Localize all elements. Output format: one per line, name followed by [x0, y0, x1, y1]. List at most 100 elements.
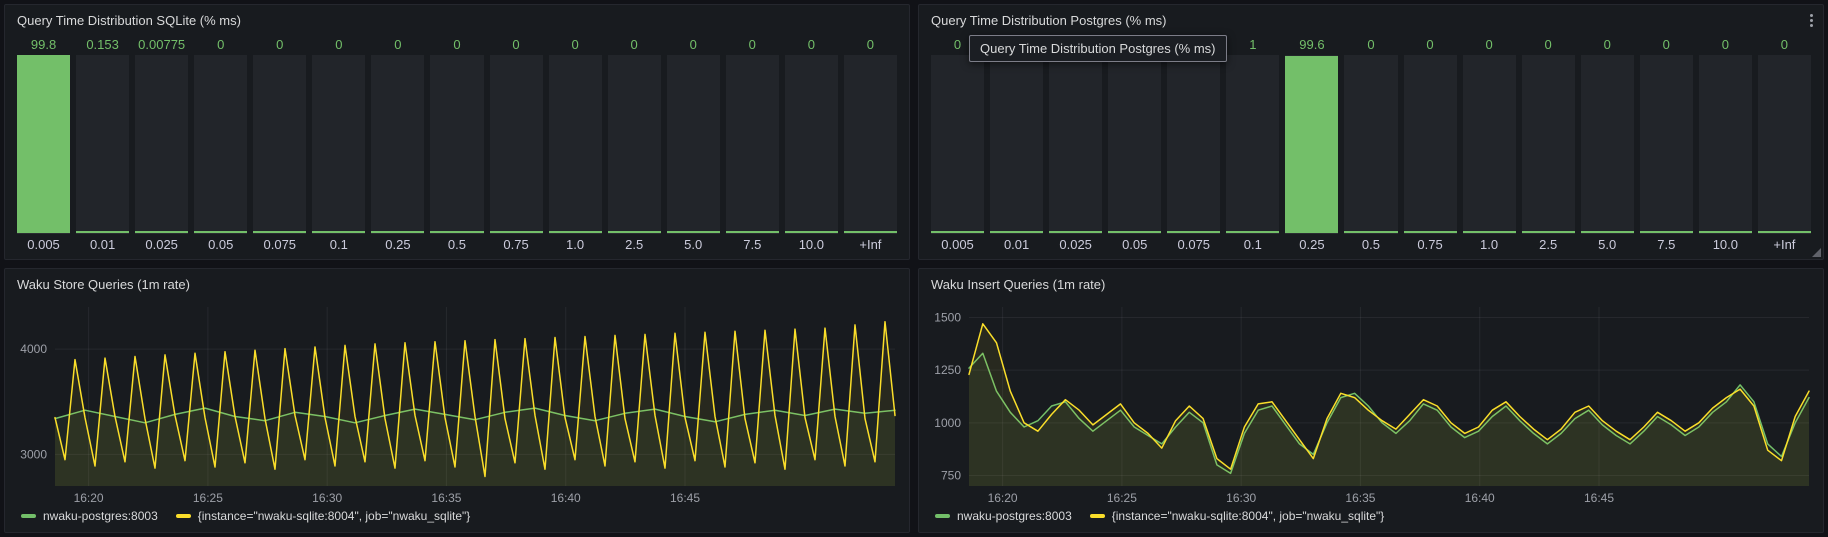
svg-text:16:45: 16:45 — [1584, 491, 1614, 505]
svg-text:16:40: 16:40 — [551, 491, 581, 505]
insert-queries-chart[interactable]: 750 1000 1250 1500 16:20 16:25 16:30 16:35 16:40… — [923, 299, 1819, 506]
bar-x-label: 0.5 — [430, 233, 484, 255]
svg-text:16:30: 16:30 — [1226, 491, 1256, 505]
bar-fill — [312, 231, 366, 233]
panel-title-postgres[interactable]: Query Time Distribution Postgres (% ms) — [931, 12, 1167, 28]
bar-track — [1639, 55, 1693, 233]
svg-text:16:45: 16:45 — [670, 491, 700, 505]
hist-column: 0 0.05 — [194, 37, 248, 255]
svg-text:3000: 3000 — [20, 447, 47, 461]
svg-text:4000: 4000 — [20, 342, 47, 356]
bar-fill — [1344, 231, 1398, 233]
bar-fill — [725, 231, 779, 233]
bar-value-label: 99.8 — [30, 37, 57, 52]
legend-item-sqlite[interactable]: {instance="nwaku-sqlite:8004", job="nwak… — [1089, 509, 1384, 523]
bar-x-label: 0.01 — [76, 233, 130, 255]
panel-header-postgres: Query Time Distribution Postgres (% ms) — [919, 5, 1823, 35]
bar-fill — [1226, 231, 1280, 233]
hist-column: 0 0.75 — [489, 37, 543, 255]
panel-header-sqlite: Query Time Distribution SQLite (% ms) — [5, 5, 909, 35]
hist-column: 0 0.5 — [430, 37, 484, 255]
svg-text:16:25: 16:25 — [193, 491, 223, 505]
bar-x-label: 1.0 — [1462, 233, 1516, 255]
bar-x-label: 0.75 — [1403, 233, 1457, 255]
bar-x-label: 0.05 — [1108, 233, 1162, 255]
panel-menu-icon[interactable] — [1810, 14, 1813, 17]
bar-track — [1698, 55, 1752, 233]
bar-value-label: 0 — [1603, 37, 1611, 52]
hist-column: 0.075 — [1167, 37, 1221, 255]
bar-x-label: 0.025 — [1049, 233, 1103, 255]
bar-x-label: 5.0 — [1580, 233, 1634, 255]
bar-track — [17, 55, 71, 233]
svg-text:1000: 1000 — [934, 416, 961, 430]
hist-column: 0 5.0 — [666, 37, 720, 255]
bar-x-label: 2.5 — [607, 233, 661, 255]
bar-x-label: 0.75 — [489, 233, 543, 255]
bar-value-label: 0 — [1721, 37, 1729, 52]
hist-column: 0 0.075 — [253, 37, 307, 255]
legend-item-sqlite[interactable]: {instance="nwaku-sqlite:8004", job="nwak… — [175, 509, 471, 523]
bar-value-label: 0 — [748, 37, 756, 52]
bar-fill — [1462, 231, 1516, 233]
bar-fill — [76, 231, 130, 233]
bar-x-label: +Inf — [1757, 233, 1811, 255]
legend-item-postgres[interactable]: nwaku-postgres:8003 — [21, 509, 158, 523]
hist-column: 0.153 0.01 — [76, 37, 130, 255]
bar-track — [1049, 55, 1103, 233]
sqlite-histogram-chart[interactable]: 99.8 0.005 0.153 0.01 0.00775 0.025 0 0.05 0 0.07… — [5, 35, 909, 259]
bar-track — [1462, 55, 1516, 233]
hist-column: 0 +Inf — [843, 37, 897, 255]
legend-swatch-green — [21, 514, 36, 518]
legend-label-sqlite: {instance="nwaku-sqlite:8004", job="nwak… — [197, 509, 471, 523]
hist-column: 0 2.5 — [607, 37, 661, 255]
bar-fill — [1403, 231, 1457, 233]
bar-value-label: 0 — [394, 37, 402, 52]
bar-x-label: 0.01 — [990, 233, 1044, 255]
hist-column: 0 7.5 — [1639, 37, 1693, 255]
panel-title-store[interactable]: Waku Store Queries (1m rate) — [17, 276, 190, 292]
bar-fill — [1108, 231, 1162, 233]
bar-value-label: 1 — [1249, 37, 1257, 52]
bar-value-label: 0 — [276, 37, 284, 52]
bar-track — [990, 55, 1044, 233]
legend-item-postgres[interactable]: nwaku-postgres:8003 — [935, 509, 1072, 523]
bar-x-label: 0.25 — [1285, 233, 1339, 255]
bar-track — [931, 55, 985, 233]
hist-column: 0 10.0 — [1698, 37, 1752, 255]
bar-track — [784, 55, 838, 233]
bar-fill — [843, 231, 897, 233]
svg-text:1500: 1500 — [934, 311, 961, 325]
hist-column: 99.8 0.005 — [17, 37, 71, 255]
panel-resize-handle[interactable] — [1812, 248, 1821, 257]
panel-header-insert: Waku Insert Queries (1m rate) — [919, 269, 1823, 299]
bar-x-label: 0.025 — [135, 233, 189, 255]
hist-column: 1 0.1 — [1226, 37, 1280, 255]
bar-value-label: 0 — [1662, 37, 1670, 52]
bar-x-label: +Inf — [843, 233, 897, 255]
bar-x-label: 1.0 — [548, 233, 602, 255]
postgres-histogram-chart[interactable]: 0 0.005 0.01 0.025 0.05 0.075 1 0.1 99.6 0.25 0 0.5… — [919, 35, 1823, 259]
svg-text:16:40: 16:40 — [1465, 491, 1495, 505]
bar-track — [76, 55, 130, 233]
store-queries-chart[interactable]: 3000 4000 16:20 16:25 16:30 16:35 16:40 16:45 — [9, 299, 905, 506]
svg-text:16:35: 16:35 — [431, 491, 461, 505]
store-legend: nwaku-postgres:8003 {instance="nwaku-sql… — [5, 506, 909, 532]
line-chart-svg: 3000 4000 16:20 16:25 16:30 16:35 16:40 16:45 — [20, 307, 896, 505]
bar-track — [1344, 55, 1398, 233]
panel-title-insert[interactable]: Waku Insert Queries (1m rate) — [931, 276, 1106, 292]
bar-x-label: 0.5 — [1344, 233, 1398, 255]
bar-value-label: 0 — [335, 37, 343, 52]
bar-track — [430, 55, 484, 233]
bar-value-label: 0 — [512, 37, 520, 52]
bar-value-label: 99.6 — [1299, 37, 1325, 52]
bar-fill — [1167, 231, 1221, 233]
panel-title-sqlite[interactable]: Query Time Distribution SQLite (% ms) — [17, 12, 241, 28]
bar-x-label: 0.05 — [194, 233, 248, 255]
panel-insert-queries: Waku Insert Queries (1m rate) 750 1000 125… — [918, 268, 1824, 533]
bar-x-label: 0.005 — [931, 233, 985, 255]
bar-fill — [17, 55, 71, 233]
bar-fill — [430, 231, 484, 233]
bar-value-label: 0 — [953, 37, 962, 52]
